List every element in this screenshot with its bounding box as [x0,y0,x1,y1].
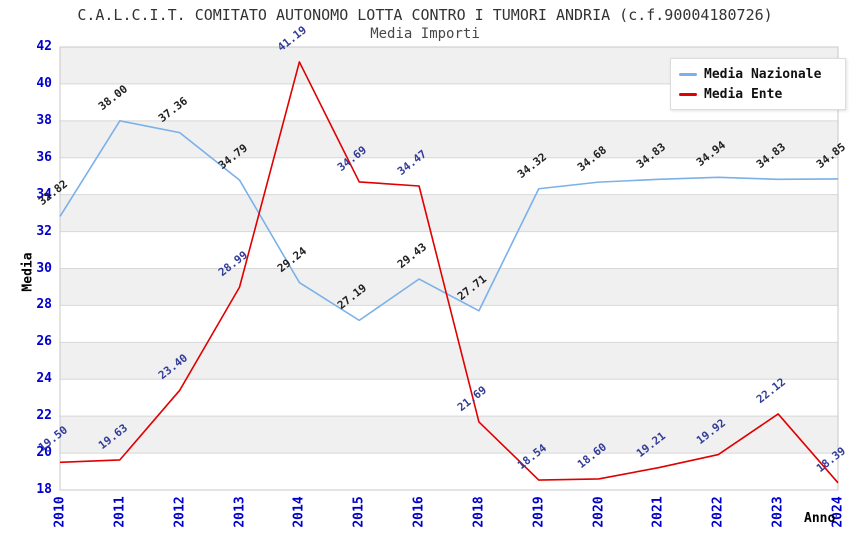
x-tick-label: 2022 [710,496,726,528]
x-tick-label: 2023 [770,496,786,528]
plot-band [60,120,838,158]
media-nazionale-line-swatch-icon [679,72,697,76]
plot-band [60,416,838,454]
y-tick-label: 28 [36,297,52,313]
y-tick-label: 26 [36,334,52,350]
x-tick-label: 2014 [291,496,307,528]
x-tick-label: 2018 [471,496,487,528]
x-tick-label: 2012 [172,496,188,528]
series-line-0 [59,120,839,322]
plot-border [59,46,839,491]
y-tick-label: 20 [36,445,52,461]
media-ente-line-swatch-icon [679,92,697,96]
y-tick-label: 30 [36,260,52,276]
y-tick-label: 32 [36,223,52,239]
x-tick-label: 2015 [351,496,367,528]
y-tick-label: 36 [36,149,52,165]
x-tick-label: 2011 [112,496,128,528]
x-tick-label: 2021 [650,496,666,528]
legend: Media Nazionale Media Ente [670,58,846,110]
plot-band [60,268,838,306]
y-tick-label: 42 [36,39,52,54]
legend-label-media-ente: Media Ente [704,86,783,102]
x-tick-label: 2019 [531,496,547,528]
plot-band [60,194,838,232]
x-tick-label: 2016 [411,496,427,528]
y-tick-label: 40 [36,75,52,91]
x-tick-label: 2013 [232,496,248,528]
x-axis-title: Anno [804,511,836,526]
y-tick-label: 38 [36,112,52,128]
legend-item-media-ente[interactable]: Media Ente [679,84,837,104]
legend-label-media-nazionale: Media Nazionale [704,66,822,82]
y-tick-label: 24 [36,371,52,387]
legend-item-media-nazionale[interactable]: Media Nazionale [679,64,837,84]
x-tick-label: 2010 [52,496,68,528]
chart-subtitle: Media Importi [370,26,480,42]
y-axis-title: Media [20,252,36,292]
y-tick-label: 18 [36,482,52,497]
y-tick-label: 34 [36,186,52,202]
series-line-1 [59,61,839,484]
x-tick-label: 2020 [591,496,607,528]
chart-title: C.A.L.C.I.T. COMITATO AUTONOMO LOTTA CON… [77,6,773,24]
y-tick-label: 22 [36,408,52,424]
